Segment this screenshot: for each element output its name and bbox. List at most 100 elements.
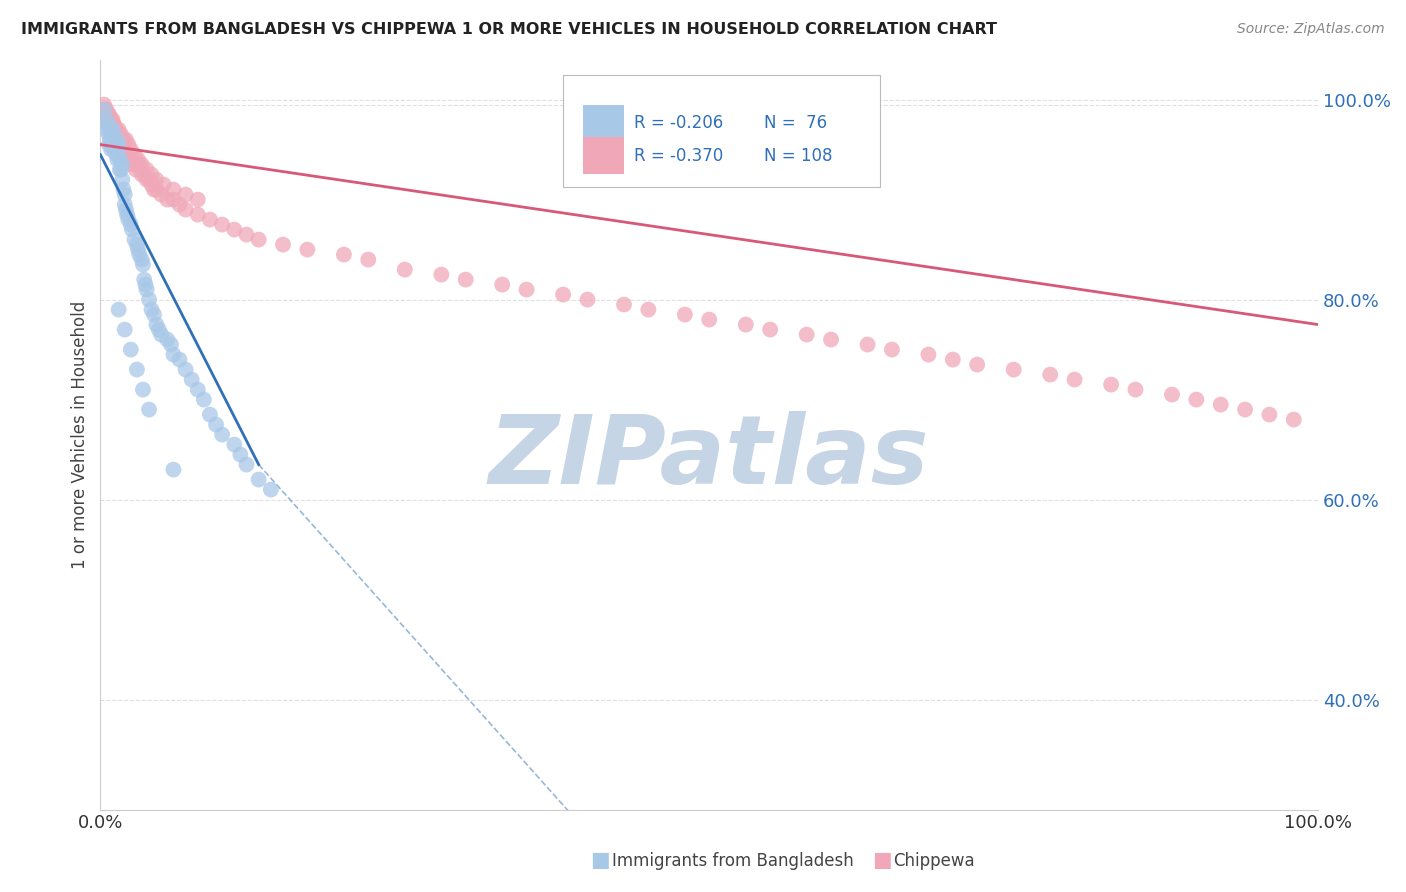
Point [132,258,155,272]
Point [93,97,115,112]
Point [110,137,132,152]
Point [114,197,136,211]
Point [121,222,143,236]
Point [131,252,153,267]
Point [198,212,221,227]
Point [110,162,132,177]
Point [97,107,120,121]
Point [917,348,939,362]
Point [145,318,167,332]
Point [229,448,252,462]
Text: Source: ZipAtlas.com: Source: ZipAtlas.com [1237,22,1385,37]
Point [105,128,128,142]
Point [103,118,125,132]
Point [235,227,257,242]
FancyBboxPatch shape [564,75,880,187]
Point [162,193,184,207]
Point [114,187,136,202]
Point [115,132,138,146]
Point [942,352,965,367]
Point [103,132,125,146]
Point [107,302,129,317]
Point [98,118,121,132]
Point [103,143,125,157]
Point [260,483,283,497]
Point [1234,402,1257,417]
Point [94,103,117,117]
Point [174,202,197,217]
Point [516,283,538,297]
Point [107,132,129,146]
Point [820,333,842,347]
Point [101,112,124,127]
Point [134,168,156,182]
Point [673,308,696,322]
Point [169,352,191,367]
Point [734,318,756,332]
Point [156,193,179,207]
Point [120,153,142,167]
Point [132,383,155,397]
Point [105,122,128,136]
Point [697,312,720,326]
Text: R = -0.370: R = -0.370 [634,146,723,165]
Point [104,132,127,146]
Point [110,128,132,142]
Point [271,237,294,252]
Point [112,143,135,157]
Point [127,243,149,257]
Point [107,137,129,152]
Point [125,362,148,376]
Point [142,183,165,197]
Point [105,153,128,167]
Point [93,103,115,117]
Point [97,118,120,132]
Point [96,112,118,127]
Point [880,343,903,357]
Point [104,128,127,142]
Point [576,293,599,307]
Point [104,143,127,157]
Text: N =  76: N = 76 [763,114,827,132]
Point [135,162,157,177]
Point [97,107,120,121]
Point [148,322,170,336]
Point [98,132,121,146]
Point [124,233,146,247]
Point [162,462,184,476]
Point [1209,398,1232,412]
Point [103,122,125,136]
Point [174,362,197,376]
Point [115,153,138,167]
Point [138,293,160,307]
Point [796,327,818,342]
Point [104,122,127,136]
Point [97,128,120,142]
Point [111,158,134,172]
Point [115,147,138,161]
Point [100,122,122,136]
Point [160,337,183,351]
Point [1185,392,1208,407]
Point [211,427,233,442]
Point [101,118,124,132]
Point [128,158,150,172]
Point [100,118,122,132]
Point [107,122,129,136]
Point [637,302,659,317]
Point [100,143,122,157]
Point [124,162,146,177]
Point [141,302,163,317]
Point [111,132,134,146]
Point [117,212,139,227]
Text: IMMIGRANTS FROM BANGLADESH VS CHIPPEWA 1 OR MORE VEHICLES IN HOUSEHOLD CORRELATI: IMMIGRANTS FROM BANGLADESH VS CHIPPEWA 1… [21,22,997,37]
Point [491,277,513,292]
FancyBboxPatch shape [582,137,624,174]
Point [1099,377,1122,392]
Point [100,122,122,136]
Point [111,172,134,186]
Point [101,137,124,152]
Point [112,183,135,197]
Point [105,132,128,146]
Point [96,122,118,136]
